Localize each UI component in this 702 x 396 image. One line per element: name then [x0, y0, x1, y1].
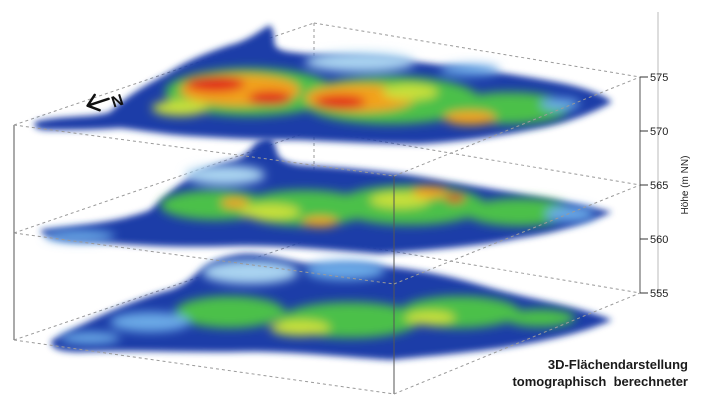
- top-blob-2: [440, 64, 500, 76]
- north-arrow-icon: N: [86, 92, 126, 112]
- bottom-blob-7: [270, 320, 330, 336]
- north-label: N: [110, 92, 126, 112]
- top-blob-10: [314, 95, 366, 109]
- caption-line-1: 3D-Flächendarstellung: [547, 357, 688, 372]
- middle-blob-13: [545, 206, 595, 222]
- slice-bottom-555: [51, 253, 613, 360]
- tick-label-555: 555: [650, 288, 668, 300]
- top-blob-12: [444, 111, 496, 125]
- figure-caption: 3D-Flächendarstellung tomographisch bere…: [512, 356, 688, 390]
- middle-blob-10: [221, 198, 249, 208]
- bottom-blob-6: [405, 311, 455, 325]
- middle-blob-12: [45, 230, 115, 242]
- axis-title: Höhe (m NN): [680, 156, 691, 215]
- slice-middle-565: [40, 138, 612, 254]
- top-blob-13: [152, 100, 208, 116]
- slice-top-575: [34, 25, 612, 144]
- middle-blob-6: [240, 204, 300, 220]
- middle-blob-11: [302, 217, 338, 227]
- tick-label-575: 575: [650, 72, 668, 84]
- bottom-blob-8: [110, 312, 190, 332]
- bottom-blob-2: [305, 260, 385, 280]
- middle-blob-9: [445, 194, 465, 202]
- box-front-dashed: [13, 76, 641, 395]
- bottom-blob-1: [202, 260, 298, 284]
- middle-blob-1: [185, 165, 265, 185]
- tick-label-565: 565: [650, 180, 668, 192]
- tick-label-570: 570: [650, 126, 668, 138]
- caption-line-2: tomographisch berechneter: [512, 374, 688, 389]
- bottom-blob-3: [175, 296, 285, 328]
- bottom-blob-10: [60, 332, 120, 344]
- top-blob-9: [248, 91, 292, 105]
- top-blob-11: [382, 84, 438, 100]
- middle-blob-8: [412, 186, 448, 198]
- height-axis: 575 570 565 560 555 Höhe (m NN): [640, 12, 691, 300]
- tick-label-560: 560: [650, 234, 668, 246]
- top-blob-1: [305, 52, 415, 72]
- top-blob-8: [185, 76, 245, 92]
- top-blob-14: [540, 98, 580, 110]
- bottom-blob-9: [505, 309, 575, 327]
- middle-blob-5: [465, 198, 575, 226]
- middle-blob-7: [370, 192, 430, 208]
